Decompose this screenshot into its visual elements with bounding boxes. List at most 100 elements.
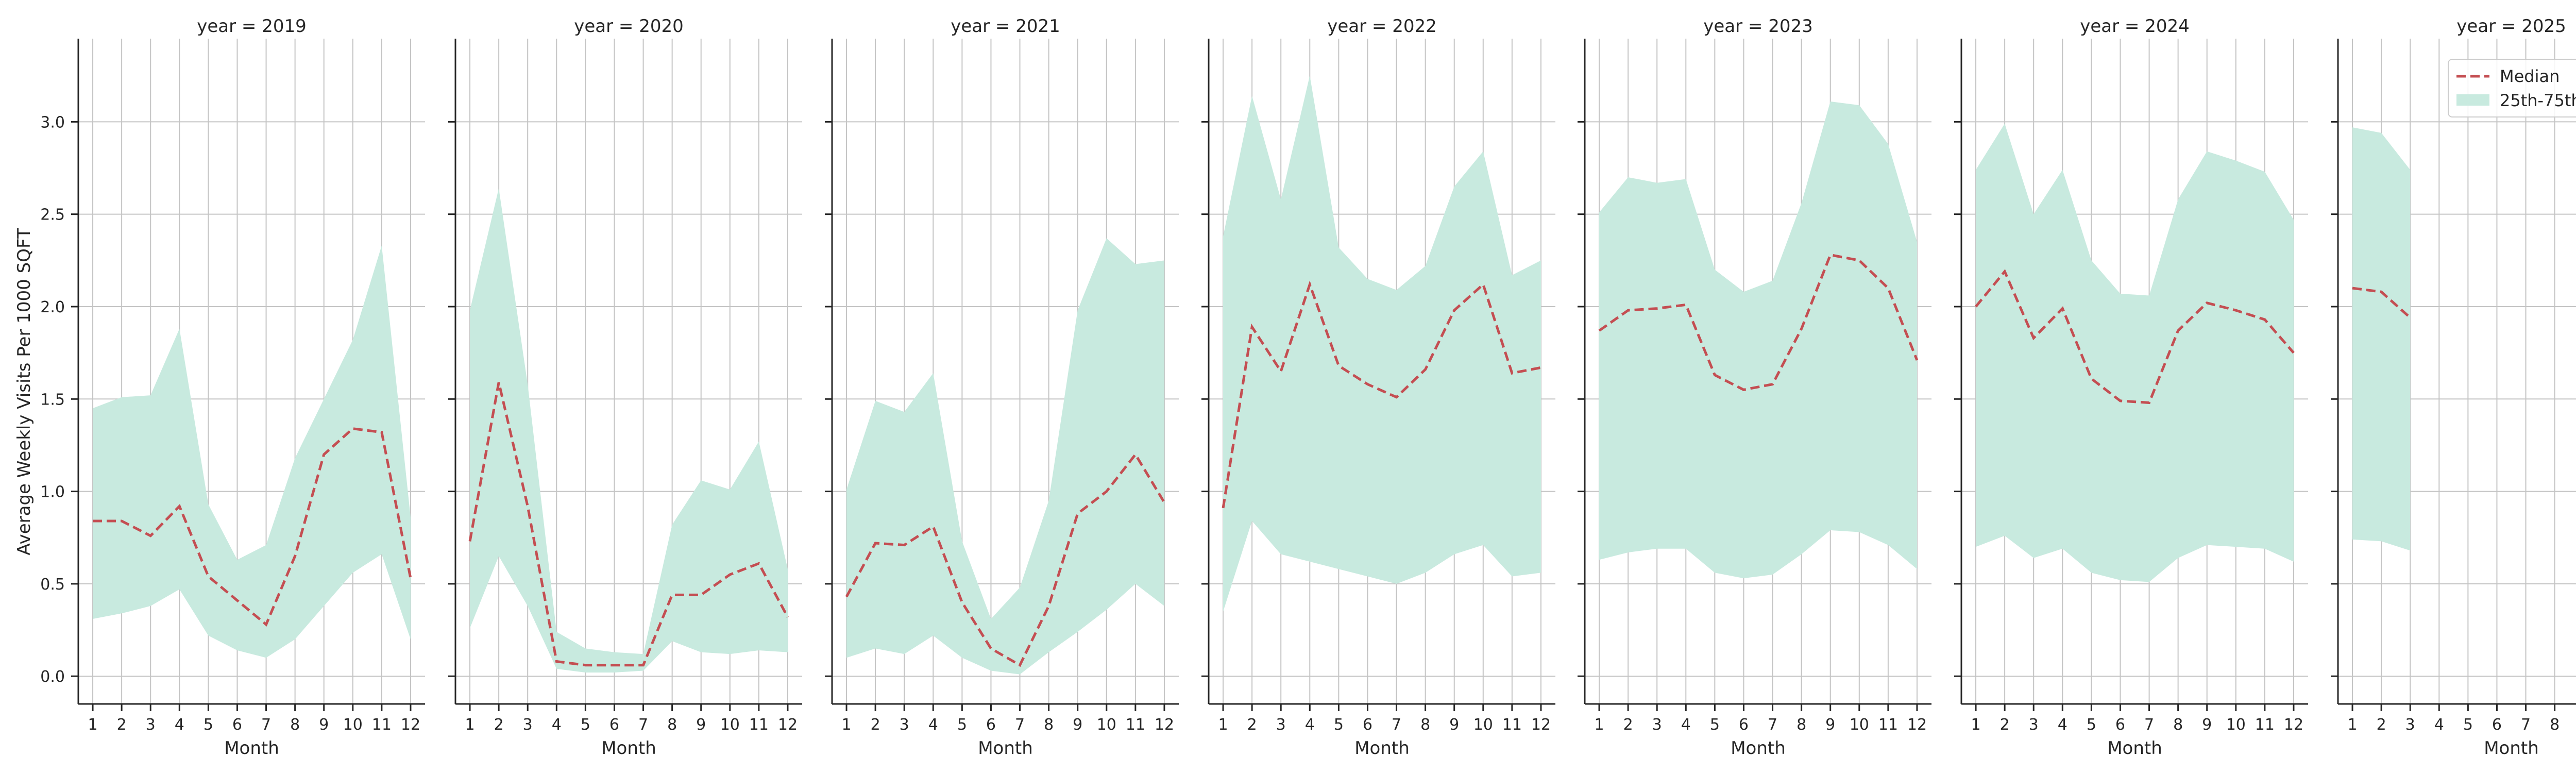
median-line <box>468 382 789 667</box>
x-tick-label: 6 <box>2115 716 2125 734</box>
x-tick-label: 2 <box>494 716 504 734</box>
x-axis-label: Month <box>978 738 1033 759</box>
x-tick-label: 11 <box>749 716 769 734</box>
x-tick-label: 3 <box>2405 716 2415 734</box>
x-tick-label: 8 <box>2550 716 2560 734</box>
x-tick-label: 5 <box>204 716 213 734</box>
x-tick-label: 2 <box>1623 716 1633 734</box>
x-tick-label: 3 <box>900 716 909 734</box>
x-tick-label: 8 <box>1420 716 1430 734</box>
percentile-band <box>1599 101 1917 579</box>
percentile-band <box>1976 123 2294 582</box>
x-tick-label: 2 <box>2000 716 2010 734</box>
x-tick-label: 5 <box>2463 716 2473 734</box>
x-tick-label: 3 <box>146 716 156 734</box>
x-tick-label: 5 <box>957 716 967 734</box>
x-tick-label: 10 <box>1473 716 1493 734</box>
x-tick-label: 4 <box>1305 716 1315 734</box>
median-line <box>1598 253 1919 391</box>
panel-title: year = 2019 <box>197 16 306 37</box>
y-tick-label: 1.0 <box>40 483 65 501</box>
x-tick-label: 4 <box>175 716 184 734</box>
x-tick-label: 8 <box>1797 716 1806 734</box>
x-axis-label: Month <box>1731 738 1786 759</box>
x-tick-label: 11 <box>2255 716 2275 734</box>
percentile-band <box>470 188 788 673</box>
percentile-band <box>846 238 1164 675</box>
x-tick-label: 5 <box>2087 716 2096 734</box>
panel-title: year = 2021 <box>951 16 1060 37</box>
x-tick-label: 6 <box>2492 716 2502 734</box>
median-line <box>1222 280 1541 509</box>
x-tick-label: 9 <box>2202 716 2212 734</box>
x-axis-label: Month <box>224 738 279 759</box>
x-tick-label: 6 <box>232 716 242 734</box>
x-axis-label: Month <box>2107 738 2162 759</box>
x-tick-label: 4 <box>2058 716 2067 734</box>
x-tick-label: 10 <box>720 716 740 734</box>
x-tick-label: 9 <box>1073 716 1082 734</box>
x-tick-label: 2 <box>117 716 127 734</box>
median-line <box>845 452 1166 667</box>
x-tick-label: 11 <box>1878 716 1898 734</box>
median-line <box>2352 287 2411 319</box>
x-axis-label: Month <box>601 738 656 759</box>
x-tick-label: 9 <box>1449 716 1459 734</box>
x-tick-label: 12 <box>778 716 798 734</box>
legend-band-label: 25th-75th Percentile <box>2500 91 2576 110</box>
x-tick-label: 12 <box>401 716 420 734</box>
x-tick-label: 7 <box>638 716 648 734</box>
x-tick-label: 1 <box>88 716 97 734</box>
x-tick-label: 11 <box>372 716 392 734</box>
median-line <box>1975 269 2295 405</box>
x-tick-label: 1 <box>1971 716 1980 734</box>
x-tick-label: 10 <box>343 716 363 734</box>
x-tick-label: 4 <box>2434 716 2444 734</box>
x-tick-label: 8 <box>1044 716 1054 734</box>
x-tick-label: 1 <box>1218 716 1228 734</box>
x-tick-label: 7 <box>2521 716 2531 734</box>
x-axis-label: Month <box>1354 738 1410 759</box>
x-tick-label: 9 <box>1825 716 1835 734</box>
x-tick-label: 8 <box>2173 716 2183 734</box>
x-tick-label: 1 <box>841 716 851 734</box>
panel-title: year = 2024 <box>2080 16 2189 37</box>
x-tick-label: 3 <box>1276 716 1286 734</box>
x-tick-label: 4 <box>1681 716 1691 734</box>
x-tick-label: 9 <box>319 716 329 734</box>
x-tick-label: 7 <box>2144 716 2154 734</box>
x-tick-label: 12 <box>2284 716 2303 734</box>
legend: Median 25th-75th Percentile <box>2448 59 2576 117</box>
panel-title: year = 2022 <box>1327 16 1436 37</box>
x-tick-label: 5 <box>581 716 590 734</box>
x-tick-label: 3 <box>2029 716 2039 734</box>
x-tick-label: 8 <box>290 716 300 734</box>
x-tick-label: 1 <box>1594 716 1604 734</box>
x-tick-label: 1 <box>2347 716 2357 734</box>
x-tick-label: 2 <box>1247 716 1257 734</box>
x-tick-label: 2 <box>871 716 880 734</box>
y-tick-label: 2.5 <box>40 206 65 224</box>
panel-title: year = 2020 <box>574 16 683 37</box>
x-tick-label: 12 <box>1531 716 1551 734</box>
percentile-band <box>93 245 411 658</box>
y-axis-label: Average Weekly Visits Per 1000 SQFT <box>14 228 35 556</box>
panel-title: year = 2025 <box>2456 16 2566 37</box>
legend-median-label: Median <box>2500 66 2560 86</box>
y-tick-label: 3.0 <box>40 113 65 131</box>
x-tick-label: 1 <box>465 716 474 734</box>
x-axis-label: Month <box>2484 738 2539 759</box>
legend-band-swatch <box>2456 94 2489 106</box>
x-tick-label: 5 <box>1710 716 1720 734</box>
percentile-band <box>2352 127 2411 551</box>
x-tick-label: 3 <box>1652 716 1662 734</box>
x-tick-label: 6 <box>1739 716 1749 734</box>
percentile-band <box>1223 75 1541 612</box>
x-tick-label: 4 <box>928 716 938 734</box>
x-tick-label: 6 <box>609 716 619 734</box>
